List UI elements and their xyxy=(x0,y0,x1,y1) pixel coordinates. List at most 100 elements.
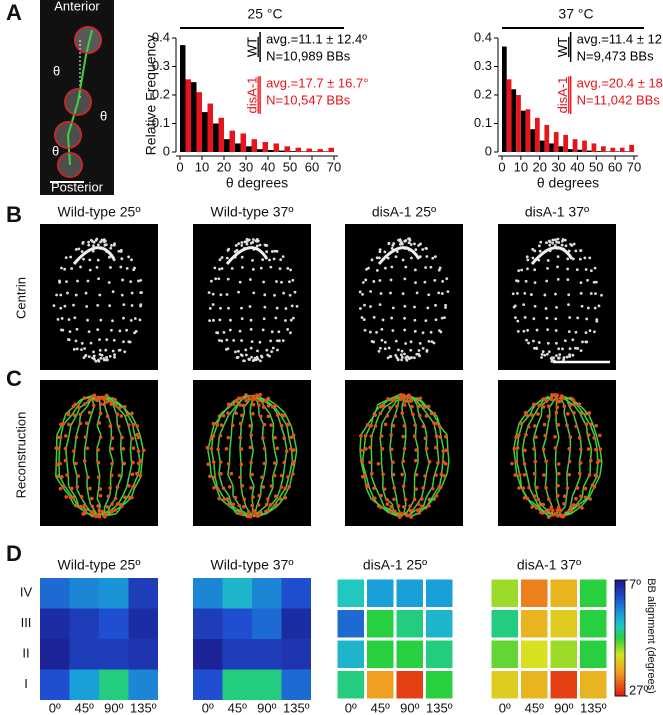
basal-body xyxy=(533,346,536,350)
basal-body xyxy=(401,459,406,463)
basal-body xyxy=(432,411,437,416)
bb-link xyxy=(440,438,445,450)
basal-body xyxy=(553,446,558,450)
basal-body xyxy=(71,495,76,500)
basal-body xyxy=(72,347,76,351)
basal-body xyxy=(240,484,245,488)
basal-body xyxy=(207,291,211,295)
basal-body xyxy=(264,502,269,507)
bar xyxy=(577,149,583,152)
basal-body xyxy=(436,461,440,465)
basal-body xyxy=(558,353,562,356)
basal-body xyxy=(68,495,73,499)
basal-body xyxy=(438,435,443,439)
basal-body xyxy=(543,433,548,438)
basal-body xyxy=(119,265,123,269)
basal-body xyxy=(393,414,398,418)
basal-body xyxy=(423,474,427,478)
basal-body xyxy=(559,508,563,513)
basal-body xyxy=(131,446,136,451)
colorbar-step xyxy=(615,654,625,657)
basal-body xyxy=(560,243,564,247)
bb-link xyxy=(373,498,381,507)
basal-body xyxy=(379,505,383,510)
basal-body xyxy=(563,339,567,343)
basal-body xyxy=(413,305,416,309)
bb-link xyxy=(128,464,133,477)
basal-body xyxy=(247,238,251,242)
basal-body xyxy=(571,398,576,403)
basal-body xyxy=(113,242,116,246)
basal-body xyxy=(245,242,249,246)
basal-body xyxy=(259,359,262,363)
y-tick-label: 0.1 xyxy=(152,115,170,130)
bb-link xyxy=(380,499,385,508)
basal-body xyxy=(274,316,278,320)
basal-body xyxy=(206,462,211,466)
basal-body xyxy=(218,318,222,322)
bb-link xyxy=(256,397,265,403)
basal-body xyxy=(413,242,416,246)
basal-body xyxy=(554,238,557,242)
legend-entry: WT xyxy=(245,37,260,57)
basal-body xyxy=(438,266,442,270)
basal-body xyxy=(557,356,561,360)
basal-body xyxy=(240,265,244,269)
oral-apparatus xyxy=(72,246,116,265)
basal-body xyxy=(584,422,589,426)
basal-body xyxy=(546,328,550,332)
reconstruction-image xyxy=(345,380,463,526)
basal-body xyxy=(568,435,573,439)
basal-body xyxy=(84,421,89,426)
heatmap-cell xyxy=(550,610,577,638)
basal-body xyxy=(378,303,382,307)
basal-body xyxy=(546,352,549,356)
colorbar-step xyxy=(615,650,625,653)
basal-body xyxy=(58,486,63,491)
colorbar-step xyxy=(615,676,625,679)
basal-body xyxy=(64,434,68,438)
basal-body xyxy=(227,306,230,310)
basal-body xyxy=(557,471,561,476)
basal-body xyxy=(555,405,560,410)
heatmap-cell xyxy=(426,671,453,699)
basal-body xyxy=(586,306,590,310)
basal-body xyxy=(394,339,398,343)
basal-body xyxy=(277,339,281,343)
bb-link xyxy=(105,513,117,517)
basal-body xyxy=(269,423,274,427)
col-label: 0º xyxy=(49,700,61,715)
bar xyxy=(218,117,224,152)
basal-body xyxy=(258,243,262,247)
basal-body xyxy=(289,331,292,335)
bb-link xyxy=(271,424,275,438)
basal-body xyxy=(221,486,226,491)
basal-body xyxy=(102,238,106,242)
image-title: Wild-type 25º xyxy=(58,204,141,220)
basal-body xyxy=(418,354,422,358)
basal-body xyxy=(295,304,299,308)
basal-body xyxy=(82,257,85,261)
bar xyxy=(525,109,531,152)
basal-body xyxy=(229,471,234,476)
bb-link xyxy=(277,405,286,414)
basal-body xyxy=(535,346,539,350)
basal-body xyxy=(135,432,139,437)
basal-body xyxy=(55,293,59,297)
basal-body xyxy=(275,446,280,451)
basal-body xyxy=(242,497,247,502)
col-label: 135º xyxy=(130,700,157,715)
basal-body xyxy=(212,486,216,490)
basal-body xyxy=(408,237,411,241)
basal-body xyxy=(240,413,244,418)
basal-body xyxy=(434,303,437,307)
basal-body xyxy=(566,257,570,261)
basal-body xyxy=(238,329,242,333)
basal-body xyxy=(546,414,551,419)
basal-body xyxy=(226,277,230,281)
bb-link xyxy=(542,506,549,512)
colorbar-step xyxy=(615,642,625,645)
basal-body xyxy=(75,347,79,351)
bb-link xyxy=(249,475,255,487)
basal-body xyxy=(358,307,362,310)
